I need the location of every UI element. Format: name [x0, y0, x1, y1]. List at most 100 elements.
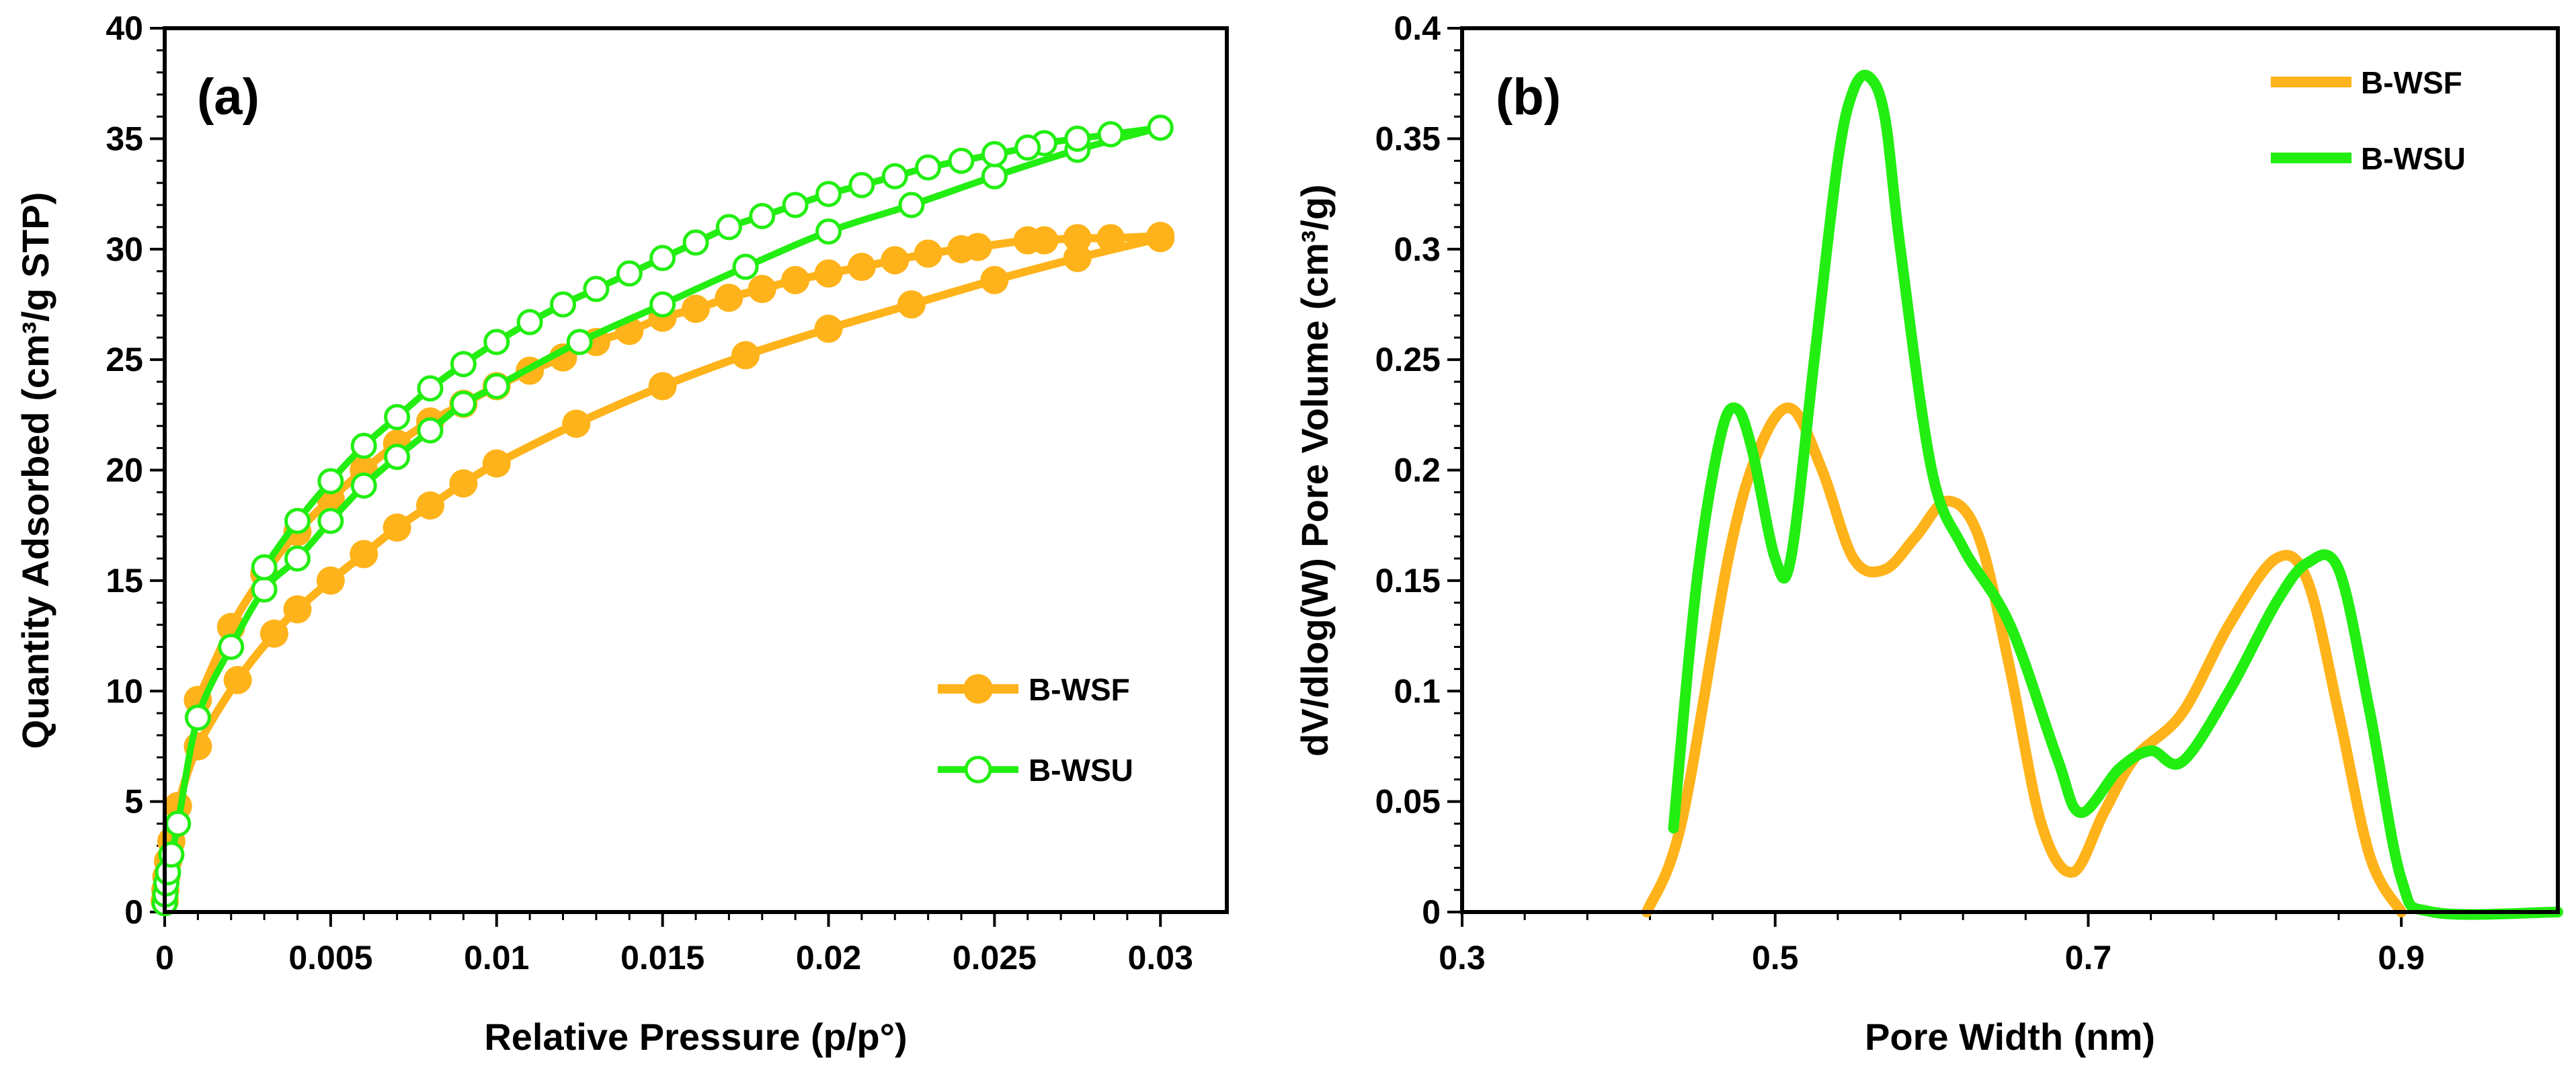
x-tick-label: 0.01	[464, 939, 529, 977]
data-point-b-wsu	[284, 545, 311, 572]
data-point-b-wsu	[815, 218, 842, 245]
panel-a-tag: (a)	[197, 69, 259, 126]
y-tick-label: 0	[124, 893, 143, 931]
data-point-b-wsu	[218, 634, 245, 660]
data-point-b-wsu	[915, 154, 942, 181]
panel-b-x-axis-title: Pore Width (nm)	[1865, 1016, 2155, 1058]
data-point-b-wsu	[384, 404, 411, 431]
x-tick-label: 0.025	[953, 939, 1037, 977]
panel-a-x-axis-title: Relative Pressure (p/p°)	[484, 1016, 907, 1058]
data-point-b-wsu	[782, 192, 809, 218]
legend-marker-b-wsu	[964, 755, 992, 784]
y-tick-label: 0.05	[1375, 783, 1441, 821]
data-point-b-wsu	[317, 468, 344, 495]
legend-label-b-wsu: B-WSU	[1029, 753, 1133, 788]
x-tick-label: 0	[155, 939, 174, 977]
data-point-b-wsu	[516, 308, 543, 335]
legend-entry-b-wsu-b[interactable]: B-WSU	[2271, 141, 2466, 176]
y-tick-label: 0.35	[1375, 120, 1441, 157]
data-point-b-wsu	[732, 253, 759, 280]
panel-b-y-axis-title: dV/dlog(W) Pore Volume (cm³/g)	[1293, 184, 1336, 756]
data-point-b-wsf	[562, 409, 591, 438]
y-tick-label: 20	[106, 452, 143, 489]
data-point-b-wsu	[898, 192, 925, 218]
panel-a-y-axis-title: Quantity Adsorbed (cm³/g STP)	[14, 192, 56, 749]
data-point-b-wsf	[748, 274, 776, 303]
series-line-b-wsu	[1668, 69, 2563, 920]
data-point-b-wsf	[449, 469, 478, 498]
data-point-b-wsu	[1064, 125, 1091, 152]
data-point-b-wsu	[184, 704, 211, 731]
legend-label-b-wsf: B-WSF	[1029, 672, 1130, 707]
panel-b-legend[interactable]: B-WSF B-WSU	[2271, 65, 2466, 176]
y-tick-label: 0.2	[1394, 452, 1441, 489]
panel-b-plot-frame	[1460, 26, 2560, 914]
data-point-b-wsu	[749, 202, 776, 229]
series-line-b-wsu-adsorption	[161, 124, 1164, 907]
legend-label-b-wsf-b: B-WSF	[2361, 65, 2462, 100]
panel-a-legend[interactable]: B-WSF B-WSU	[938, 672, 1133, 788]
data-point-b-wsf	[316, 566, 345, 595]
data-point-b-wsf	[1063, 224, 1092, 253]
data-point-b-wsu	[350, 472, 377, 499]
x-tick-label: 0.02	[796, 939, 861, 977]
data-point-b-wsu	[616, 260, 643, 287]
x-tick-label: 0.3	[1439, 939, 1486, 977]
data-point-b-wsu	[251, 576, 278, 603]
data-point-b-wsf	[1013, 226, 1042, 255]
data-point-b-wsu	[815, 181, 842, 208]
y-tick-label: 5	[124, 783, 143, 821]
data-point-b-wsu	[1097, 121, 1124, 148]
data-point-b-wsf	[416, 491, 444, 520]
panel-a-plot-frame	[163, 26, 1229, 914]
legend-label-b-wsu-b: B-WSU	[2361, 141, 2466, 176]
data-point-b-wsu	[417, 417, 444, 444]
data-point-b-wsu	[251, 554, 278, 581]
data-point-b-wsu	[649, 245, 676, 272]
panel-b-tag: (b)	[1496, 69, 1561, 126]
data-point-b-wsu	[165, 811, 192, 837]
data-point-b-wsf	[648, 372, 677, 401]
y-tick-label: 0	[1422, 893, 1441, 931]
data-point-b-wsu	[284, 507, 311, 534]
panel-b: 0.3 0.5 0.7 0.9 0 0.05 0.1 0.15 0.2 0.25 0.3 0.35 0.…	[1293, 9, 2563, 1058]
y-tick-label: 0.15	[1375, 562, 1441, 600]
data-point-b-wsu	[350, 432, 377, 459]
data-point-b-wsu	[550, 291, 576, 318]
data-point-b-wsf	[1096, 224, 1125, 253]
legend-marker-b-wsf	[963, 674, 993, 704]
data-point-b-wsu	[384, 444, 411, 470]
data-point-b-wsf	[223, 665, 252, 694]
data-point-b-wsu	[483, 329, 510, 356]
x-tick-label: 0.9	[2378, 939, 2425, 977]
y-tick-label: 0.4	[1394, 9, 1441, 47]
y-tick-label: 40	[106, 9, 143, 47]
data-point-b-wsf	[914, 239, 942, 268]
legend-entry-b-wsf[interactable]: B-WSF	[938, 672, 1130, 707]
data-point-b-wsu	[981, 163, 1008, 190]
legend-entry-b-wsu[interactable]: B-WSU	[938, 753, 1133, 788]
x-tick-label: 0.7	[2065, 939, 2112, 977]
data-point-b-wsu	[317, 507, 344, 534]
data-point-b-wsf	[715, 284, 743, 313]
x-tick-label: 0.5	[1752, 939, 1799, 977]
data-point-b-wsu	[649, 291, 676, 318]
data-point-b-wsu	[483, 373, 510, 400]
y-tick-label: 35	[106, 120, 143, 157]
data-point-b-wsu	[1014, 134, 1041, 161]
data-point-b-wsu	[417, 375, 444, 402]
data-point-b-wsf	[781, 265, 810, 294]
panel-b-series	[1641, 69, 2563, 920]
y-tick-label: 30	[106, 231, 143, 268]
data-point-b-wsf	[1063, 243, 1092, 272]
data-point-b-wsf	[259, 619, 288, 648]
data-point-b-wsf	[283, 595, 312, 624]
panel-a: 0 0.005 0.01 0.015 0.02 0.025 0.03 0 5 10 15 20 25 30…	[14, 9, 1229, 1058]
data-point-b-wsu	[981, 140, 1008, 167]
y-tick-label: 0.1	[1394, 672, 1441, 710]
data-point-b-wsf	[731, 341, 760, 370]
y-tick-label: 10	[106, 672, 143, 710]
data-point-b-wsf	[897, 290, 926, 319]
legend-entry-b-wsf-b[interactable]: B-WSF	[2271, 65, 2462, 100]
